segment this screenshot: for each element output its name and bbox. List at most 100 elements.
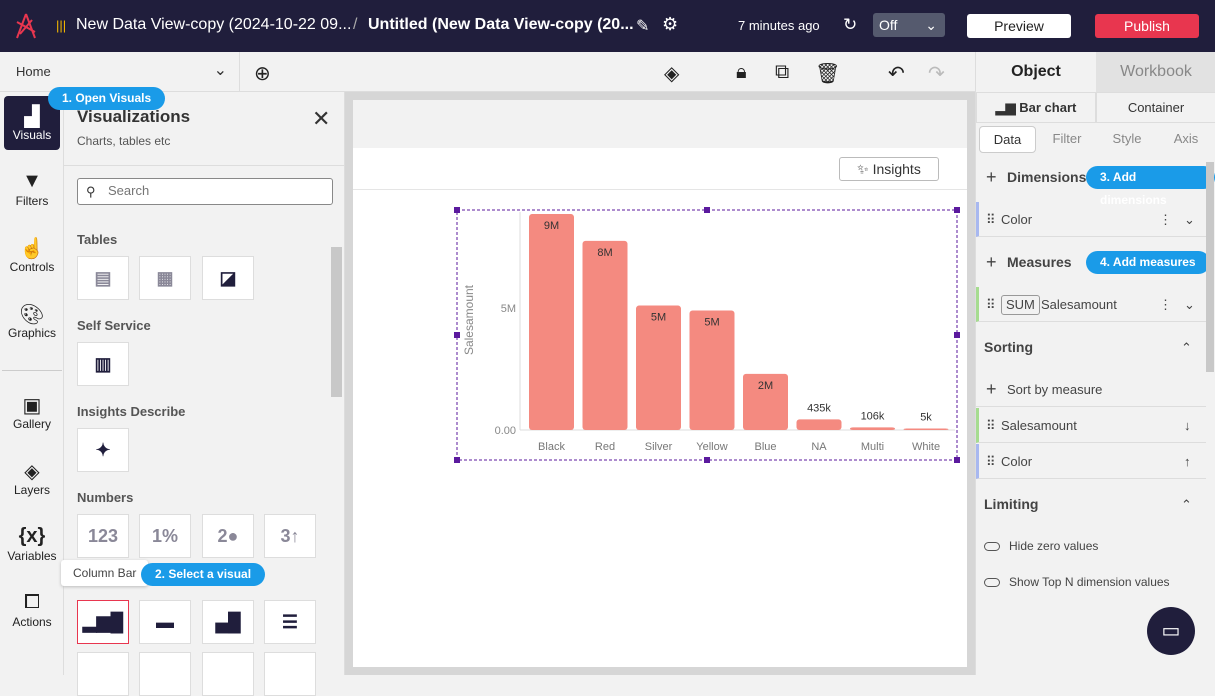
chevron-up-icon: ⌃ [1181, 340, 1192, 355]
sort-desc-icon[interactable]: ↓ [1184, 418, 1191, 433]
dimensions-header[interactable]: + Dimensions [976, 160, 1206, 195]
guide-step-1: 1. Open Visuals [48, 87, 166, 110]
tab-workbook[interactable]: Workbook [1096, 52, 1215, 92]
tab-filter[interactable]: Filter [1052, 131, 1082, 146]
aggregation-badge[interactable]: SUM [1001, 295, 1040, 315]
x-tick-label: Blue [754, 441, 776, 453]
resize-handle [454, 332, 460, 338]
page-select[interactable]: Home ⌄ [0, 52, 240, 92]
resize-handle [704, 457, 710, 463]
divider [353, 189, 967, 190]
gear-icon[interactable]: ⚙ [662, 14, 679, 34]
column-bar-tile[interactable]: ▂▆█ [77, 600, 129, 644]
number-tile[interactable]: 123 [77, 514, 129, 558]
top-bar: ||| New Data View-copy (2024-10-22 09...… [0, 0, 1215, 52]
preview-button[interactable]: Preview [967, 14, 1071, 38]
nav-actions[interactable]: ⧠ Actions [4, 583, 60, 637]
sort-item[interactable]: ⠿ Color ↑ [976, 444, 1206, 479]
auto-refresh-select[interactable]: Off ⌄ [873, 13, 945, 37]
chevron-down-icon[interactable]: ⌄ [1184, 212, 1195, 227]
stacked-bar-icon: ☰ [281, 611, 299, 632]
logo-icon[interactable] [14, 12, 38, 40]
page-title[interactable]: Untitled (New Data View-copy (20... [368, 16, 634, 33]
nav-graphics[interactable]: 🎨︎ Graphics [4, 294, 60, 348]
drag-handle-icon[interactable]: ⠿ [986, 297, 996, 312]
toggle-switch[interactable] [984, 578, 1000, 587]
crosstab-tile[interactable]: ◪ [202, 256, 254, 300]
number-trend-tile[interactable]: 3↑ [264, 514, 316, 558]
pivot-table-tile[interactable]: ▦ [139, 256, 191, 300]
subtab-container[interactable]: Container [1096, 92, 1215, 123]
sort-item[interactable]: ⠿ Salesamount ↓ [976, 408, 1206, 443]
drag-handle-icon[interactable]: ⠿ [986, 454, 996, 469]
left-nav: ▟ Visuals ▼ Filters ☝ Controls 🎨︎ Graphics ▣… [0, 92, 64, 675]
top-n-toggle[interactable]: Show Top N dimension values [976, 565, 1206, 600]
bar-na [796, 419, 842, 430]
search-field[interactable] [108, 183, 308, 198]
subtab-bar-chart[interactable]: ▂▆ Bar chart [976, 92, 1096, 123]
saved-status: 7 minutes ago [738, 18, 820, 33]
more-icon[interactable]: ⋮ [1159, 297, 1172, 312]
chevron-down-icon[interactable]: ⌄ [1184, 297, 1195, 312]
undo-icon[interactable]: ↶ [888, 63, 905, 85]
publish-button[interactable]: Publish [1095, 14, 1199, 38]
number-dot-tile[interactable]: 2● [202, 514, 254, 558]
tab-object[interactable]: Object [1011, 63, 1061, 80]
crosstab-icon: ◪ [219, 267, 237, 288]
measure-field-salesamount[interactable]: ⠿ SUM Salesamount ⋮ ⌄ [976, 287, 1206, 322]
toggle-switch[interactable] [984, 542, 1000, 551]
nav-layers[interactable]: ◈ Layers [4, 451, 60, 505]
chat-button[interactable]: ▭ [1147, 607, 1195, 655]
section-self-service: Self Service [77, 318, 151, 333]
insights-button[interactable]: ✨︎ Insights [839, 157, 939, 181]
nav-gallery[interactable]: ▣ Gallery [4, 385, 60, 439]
doc-title[interactable]: New Data View-copy (2024-10-22 09... [76, 16, 352, 33]
horizontal-bar-tile[interactable]: ▬ [139, 600, 191, 644]
sort-by-measure[interactable]: + Sort by measure [976, 372, 1206, 407]
dimension-field-color[interactable]: ⠿ Color ⋮ ⌄ [976, 202, 1206, 237]
nav-filters[interactable]: ▼ Filters [4, 162, 60, 216]
tab-style[interactable]: Style [1112, 131, 1142, 146]
sort-by-label: Sort by measure [1007, 382, 1103, 397]
hide-zero-toggle[interactable]: Hide zero values [976, 529, 1206, 564]
layers-icon[interactable]: ◈ [664, 63, 680, 85]
delete-icon[interactable]: 🗑︎ [815, 63, 841, 85]
tab-data[interactable]: Data [979, 126, 1036, 153]
search-input[interactable]: ⚲ [77, 178, 333, 205]
nav-controls[interactable]: ☝ Controls [4, 228, 60, 282]
add-page-icon[interactable]: ⊕ [254, 63, 271, 85]
tab-axis[interactable]: Axis [1173, 131, 1199, 146]
percent-tile[interactable]: 1% [139, 514, 191, 558]
scrollbar[interactable] [331, 247, 342, 397]
panel-title: Visualizations [77, 107, 191, 126]
close-icon[interactable]: ✕ [312, 106, 331, 131]
sort-asc-icon[interactable]: ↑ [1184, 454, 1191, 469]
toggle-label: Hide zero values [1009, 539, 1099, 553]
actions-icon: ⧠ [24, 591, 40, 613]
refresh-icon[interactable]: ↻ [843, 15, 858, 34]
limiting-header[interactable]: Limiting ⌃ [976, 487, 1206, 522]
redo-icon[interactable]: ↷ [928, 63, 945, 85]
self-service-tile[interactable]: ▥ [77, 342, 129, 386]
table-visual-tile[interactable]: ▤ [77, 256, 129, 300]
scrollbar[interactable] [1206, 162, 1214, 372]
bar-chart[interactable]: Salesamount 0.00 5M 9M Black 8M Red 5M Silver 5M Y… [0, 0, 1215, 675]
sorting-header[interactable]: Sorting ⌃ [976, 330, 1206, 365]
drag-handle-icon[interactable]: ⠿ [986, 418, 996, 433]
pointer-icon: ☝ [19, 238, 45, 260]
edit-icon[interactable]: ✎ [636, 18, 650, 35]
lock-icon[interactable]: 🔒︎ [736, 61, 747, 83]
nav-variables[interactable]: {x} Variables [4, 517, 60, 571]
duplicate-icon[interactable]: ⧉ [775, 61, 790, 83]
more-icon[interactable]: ⋮ [1159, 212, 1172, 227]
resize-handle [454, 457, 460, 463]
x-tick-label: Silver [645, 441, 673, 453]
stacked-bar-tile[interactable]: ☰ [264, 600, 316, 644]
drag-handle-icon[interactable]: ⠿ [986, 212, 996, 227]
stacked-column-tile[interactable]: ▄█ [202, 600, 254, 644]
measures-header[interactable]: + Measures [976, 245, 1206, 280]
nav-label: Visuals [12, 128, 52, 142]
resize-handle [954, 457, 960, 463]
insights-tile[interactable]: ✦ [77, 428, 129, 472]
nav-divider [2, 370, 62, 371]
